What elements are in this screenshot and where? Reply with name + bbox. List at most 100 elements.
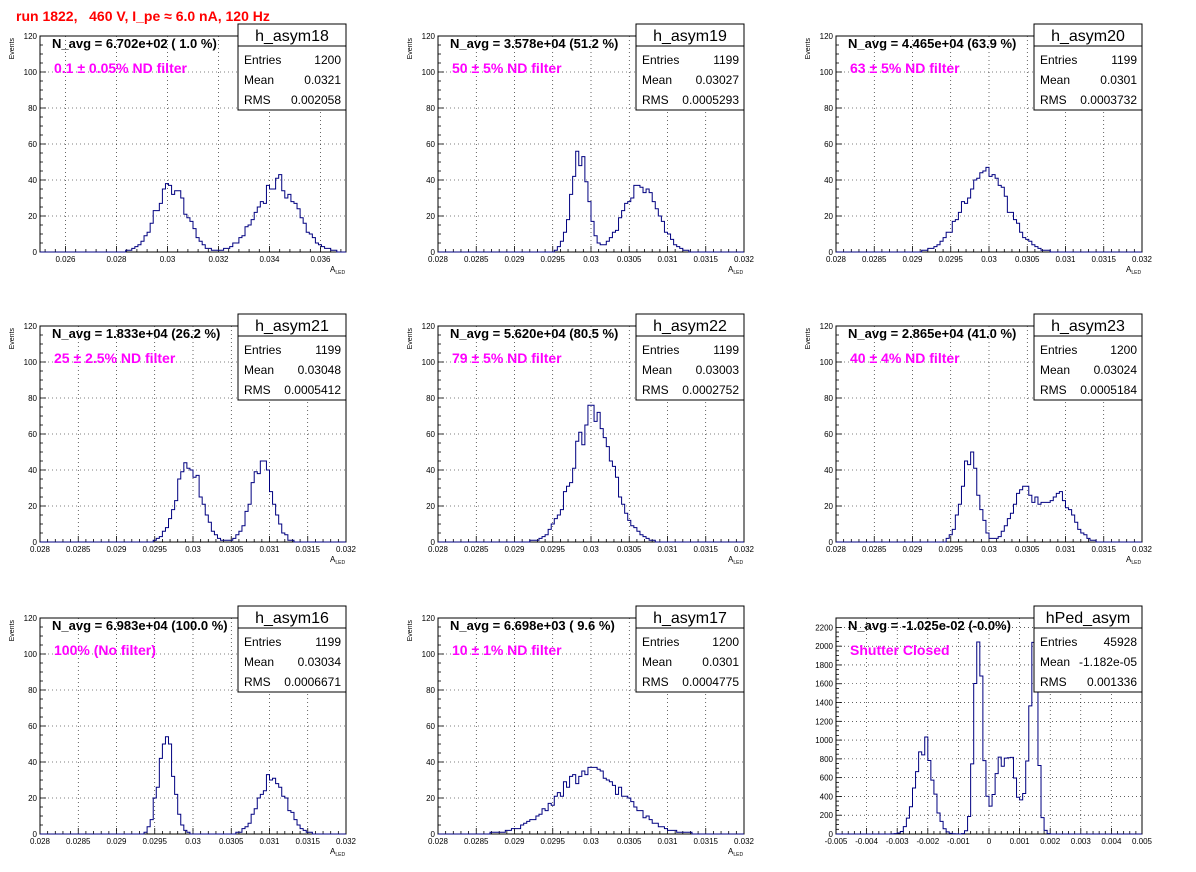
stats-value: 0.0005293 (682, 93, 739, 107)
stats-label: Entries (1040, 343, 1077, 357)
stats-label: Entries (1040, 53, 1077, 67)
y-tick-label: 40 (426, 758, 435, 767)
stats-label: RMS (244, 93, 271, 107)
x-tick-label: 0.0315 (296, 837, 321, 846)
stats-label: Mean (1040, 363, 1070, 377)
stats-value: 0.0005184 (1080, 383, 1137, 397)
x-tick-label: 0.032 (734, 545, 755, 554)
stats-body-box (237, 627, 347, 693)
x-tick-label: 0.0285 (862, 255, 887, 264)
y-tick-label: 40 (824, 466, 833, 475)
y-tick-label: 100 (422, 650, 436, 659)
stats-title: h_asym21 (255, 318, 329, 335)
x-tick-label: 0.03 (583, 255, 599, 264)
stats-body-box (237, 335, 347, 401)
histogram-series (438, 150, 744, 253)
histogram-series (836, 166, 1142, 253)
panel-h_asym17: 0.028 0.0285 0.029 0.0295 0.03 0.0305 0.031 0.0… (407, 605, 755, 858)
y-axis-title: Events (805, 38, 812, 60)
y-tick-label: 40 (426, 176, 435, 185)
y-tick-label: 80 (426, 686, 435, 695)
y-tick-label: 2200 (815, 623, 833, 632)
x-tick-label: 0.0285 (464, 255, 489, 264)
x-axis-title: ALED (330, 265, 345, 276)
y-axis-title: Events (407, 38, 414, 60)
y-tick-label: 60 (824, 140, 833, 149)
stats-value: 45928 (1104, 635, 1138, 649)
x-tick-label: 0.031 (657, 545, 678, 554)
stats-value: 0.03034 (298, 655, 342, 669)
y-axis-title: Events (407, 328, 414, 350)
x-tick-label: 0.032 (336, 545, 357, 554)
stats-value: 0.0321 (304, 73, 341, 87)
x-tick-label: 0.0305 (1015, 255, 1040, 264)
x-tick-label: 0.03 (583, 837, 599, 846)
panel-h_asym23: 0.028 0.0285 0.029 0.0295 0.03 0.0305 0.031 0.0… (805, 313, 1153, 566)
stats-label: RMS (1040, 93, 1067, 107)
x-tick-label: 0.029 (504, 255, 525, 264)
y-tick-label: 0 (829, 248, 834, 257)
x-tick-label: 0.029 (902, 545, 923, 554)
y-tick-label: 80 (824, 394, 833, 403)
stats-body-box (1033, 335, 1143, 401)
navg-label: N_avg = -1.025e-02 (-0.0%) (848, 618, 1011, 633)
x-tick-label: -0.003 (886, 837, 909, 846)
y-tick-label: 0 (33, 538, 38, 547)
y-tick-label: 0 (829, 830, 834, 839)
x-tick-label: 0.028 (826, 545, 847, 554)
x-tick-label: 0.032 (1132, 545, 1153, 554)
y-tick-label: 0 (33, 830, 38, 839)
panel-h_asym19: 0.028 0.0285 0.029 0.0295 0.03 0.0305 0.031 0.0… (407, 23, 755, 276)
x-tick-label: 0.0285 (862, 545, 887, 554)
x-tick-label: 0.0305 (617, 545, 642, 554)
filter-annotation: 25 ± 2.5% ND filter (54, 350, 176, 366)
x-tick-label: 0.0315 (1092, 255, 1117, 264)
x-tick-label: 0.001 (1010, 837, 1031, 846)
stats-label: RMS (642, 93, 669, 107)
x-tick-label: 0.0295 (541, 255, 566, 264)
x-tick-label: 0.032 (734, 837, 755, 846)
stats-label: RMS (642, 383, 669, 397)
y-tick-label: 40 (28, 176, 37, 185)
stats-value: 0.0301 (1100, 73, 1137, 87)
y-tick-label: 20 (824, 502, 833, 511)
stats-title: h_asym23 (1051, 318, 1125, 335)
stats-value: 0.03003 (696, 363, 740, 377)
y-tick-label: 40 (824, 176, 833, 185)
y-tick-label: 100 (24, 650, 38, 659)
x-tick-label: 0.03 (981, 255, 997, 264)
x-tick-label: 0 (987, 837, 992, 846)
y-tick-label: 0 (829, 538, 834, 547)
x-tick-label: -0.004 (855, 837, 878, 846)
stats-label: Mean (244, 363, 274, 377)
y-tick-label: 100 (422, 68, 436, 77)
y-axis-title: Events (805, 328, 812, 350)
x-tick-label: 0.031 (1055, 545, 1076, 554)
y-tick-label: 1000 (815, 736, 833, 745)
stats-title: h_asym17 (653, 610, 727, 627)
histogram-series (40, 174, 346, 253)
x-tick-label: 0.0305 (219, 837, 244, 846)
stats-value: 1200 (1110, 343, 1137, 357)
x-tick-label: 0.031 (259, 837, 280, 846)
stats-title: hPed_asym (1046, 610, 1131, 627)
x-tick-label: 0.034 (259, 255, 280, 264)
y-axis-title: Events (407, 620, 414, 642)
y-tick-label: 60 (28, 722, 37, 731)
stats-value: 0.0006671 (284, 675, 341, 689)
x-tick-label: 0.029 (504, 837, 525, 846)
x-tick-label: 0.03 (185, 545, 201, 554)
y-tick-label: 20 (426, 212, 435, 221)
x-tick-label: 0.031 (259, 545, 280, 554)
stats-body-box (237, 45, 347, 111)
stats-label: Mean (642, 655, 672, 669)
stats-label: Mean (642, 363, 672, 377)
y-tick-label: 0 (431, 248, 436, 257)
x-tick-label: 0.004 (1101, 837, 1122, 846)
stats-value: 0.0002752 (682, 383, 739, 397)
x-tick-label: 0.028 (30, 545, 51, 554)
y-tick-label: 120 (24, 614, 38, 623)
x-tick-label: 0.0285 (66, 837, 91, 846)
filter-annotation: Shutter Closed (850, 642, 950, 658)
x-tick-label: 0.0315 (694, 837, 719, 846)
